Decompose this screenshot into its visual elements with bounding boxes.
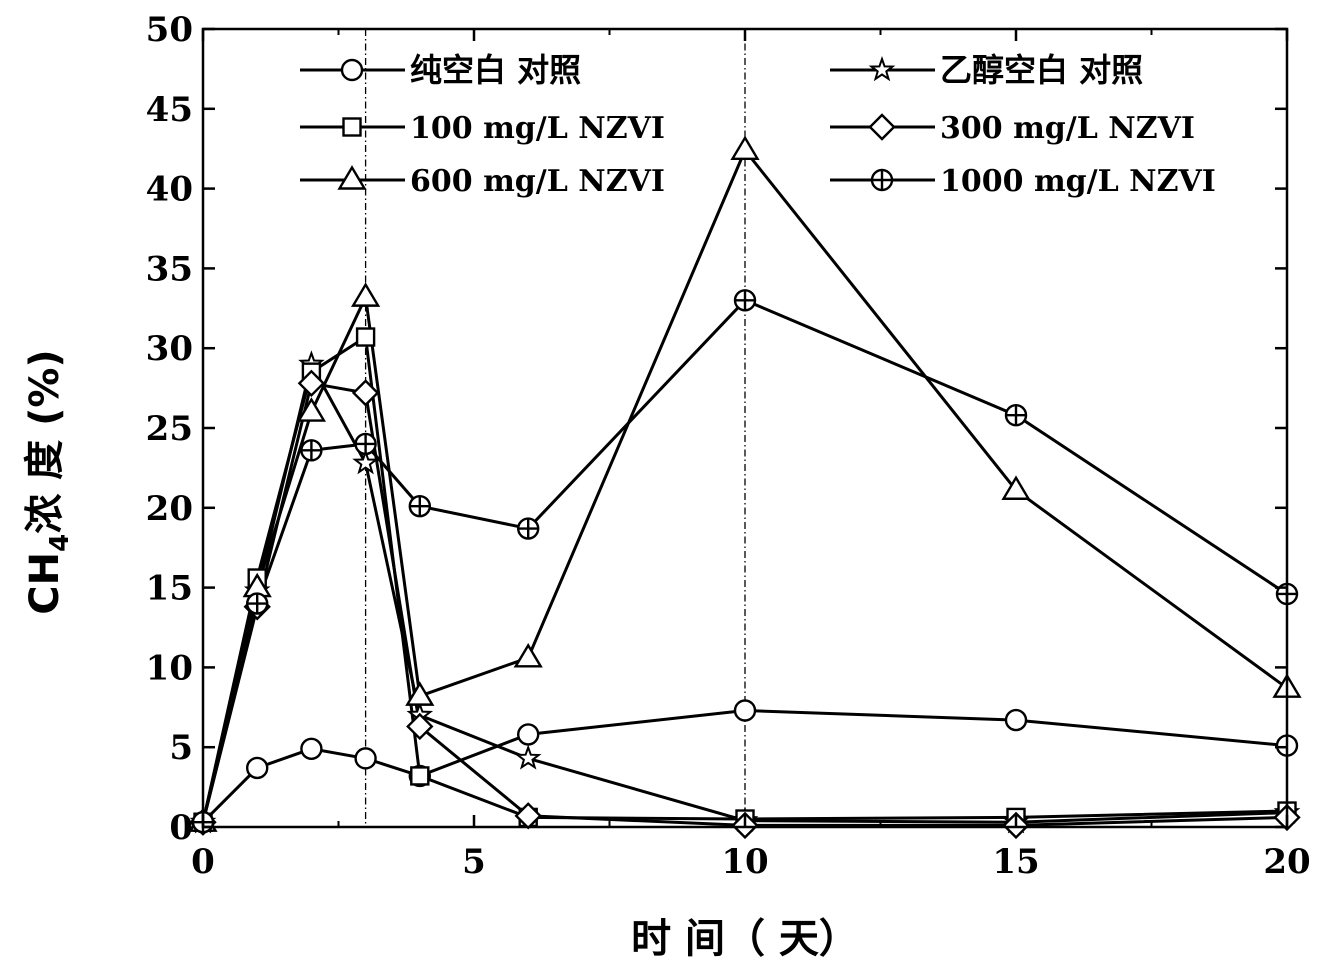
legend-item-2: 100 mg/L NZVI [300,111,665,146]
legend-marker-circle [340,58,364,82]
y-axis-title-rest: 浓 度 (%) [22,349,68,534]
data-point-s5-6 [733,289,757,312]
legend-marker-square [342,117,362,137]
y-axis-title-main: CH [22,552,68,615]
data-point-s5-1 [246,592,269,615]
x-tick-label: 5 [462,842,486,882]
data-point-s3-3 [351,379,380,407]
legend-item-5: 1000 mg/L NZVI [830,164,1216,199]
data-point-s5-4 [408,495,431,518]
legend-item-1: 乙醇空白 对照 [830,51,1143,89]
legend-marker-diamond [868,113,896,141]
y-axis-title-sub: 4 [45,534,75,552]
data-point-s3-4 [406,712,434,741]
data-point-s1-3 [352,449,379,475]
y-tick-label: 20 [146,489,193,529]
data-point-s1-5 [514,744,542,770]
data-point-s4-7 [1001,475,1031,500]
legend-label: 乙醇空白 对照 [940,51,1143,89]
legend-label: 600 mg/L NZVI [410,164,665,199]
legend-marker-star [868,55,896,82]
legend-item-0: 纯空白 对照 [300,51,581,89]
data-point-s0-6 [733,699,757,722]
y-tick-label: 5 [169,728,193,768]
x-tick-label: 10 [721,842,768,882]
y-tick-label: 10 [146,648,193,688]
data-point-s2-3 [355,327,376,347]
legend: 纯空白 对照 乙醇空白 对照 100 mg/L NZVI 300 mg/L NZVI 6… [300,51,1216,199]
data-point-s0-1 [246,756,269,780]
data-point-s5-7 [1004,404,1028,427]
data-point-s5-2 [300,439,323,462]
data-point-s0-5 [517,723,540,746]
data-point-s0-7 [1004,708,1028,732]
y-tick-label: 50 [146,10,193,50]
data-point-s4-4 [405,681,435,706]
axes: 0 5 10 15 20 0 5 10 15 20 25 30 35 40 45 50 [146,10,1311,882]
legend-label: 1000 mg/L NZVI [940,164,1216,199]
legend-marker-triangle [337,165,367,190]
data-point-s0-2 [300,737,323,760]
x-tick-label: 0 [191,842,215,882]
y-axis-title: CH4浓 度 (%) [22,349,75,614]
data-point-s4-6 [730,135,760,160]
legend-marker-circle-plus [870,168,894,192]
legend-label: 300 mg/L NZVI [940,111,1195,146]
data-point-s4-5 [513,642,543,668]
legend-label: 100 mg/L NZVI [410,111,665,146]
legend-item-4: 600 mg/L NZVI [300,164,665,199]
y-tick-label: 30 [146,329,193,369]
data-point-s4-2 [296,397,327,422]
data-point-s4-3 [350,282,381,307]
data-point-s2-4 [410,766,430,786]
y-tick-label: 40 [146,170,193,210]
y-tick-label: 25 [146,409,193,449]
y-tick-label: 0 [169,808,193,848]
data-point-s3-2 [297,369,326,398]
data-point-s5-5 [517,517,540,540]
legend-label: 纯空白 对照 [410,51,581,89]
legend-item-3: 300 mg/L NZVI [830,111,1195,146]
x-tick-label: 15 [992,842,1039,882]
plot-area [188,29,1302,840]
x-axis-title: 时 间（ 天） [631,916,859,962]
y-tick-label: 45 [146,90,193,130]
data-point-s0-3 [354,747,377,770]
y-tick-label: 35 [146,249,193,289]
data-point-s5-3 [354,432,377,456]
y-tick-label: 15 [146,569,193,609]
x-tick-label: 20 [1263,842,1310,882]
